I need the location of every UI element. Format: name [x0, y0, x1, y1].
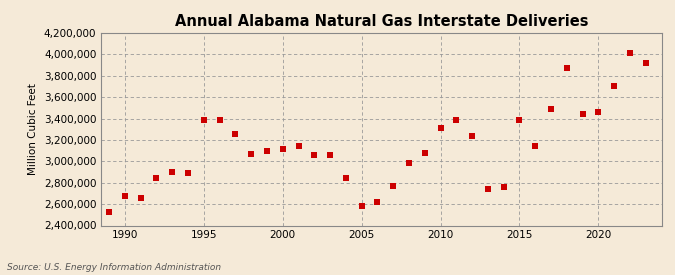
Text: Source: U.S. Energy Information Administration: Source: U.S. Energy Information Administ…: [7, 263, 221, 272]
Point: [609, 84, 620, 89]
Point: [119, 193, 130, 198]
Point: [404, 161, 414, 166]
Point: [593, 110, 603, 114]
Y-axis label: Million Cubic Feet: Million Cubic Feet: [28, 83, 38, 175]
Point: [293, 144, 304, 148]
Point: [545, 107, 556, 111]
Point: [214, 117, 225, 122]
Point: [641, 61, 651, 65]
Point: [435, 126, 446, 130]
Point: [483, 187, 493, 191]
Point: [530, 144, 541, 148]
Point: [277, 146, 288, 151]
Point: [325, 153, 335, 157]
Point: [151, 176, 162, 181]
Title: Annual Alabama Natural Gas Interstate Deliveries: Annual Alabama Natural Gas Interstate De…: [175, 14, 588, 29]
Point: [562, 66, 572, 70]
Point: [167, 170, 178, 174]
Point: [451, 117, 462, 122]
Point: [577, 112, 588, 117]
Point: [309, 153, 320, 157]
Point: [624, 51, 635, 56]
Point: [230, 131, 241, 136]
Point: [514, 117, 525, 122]
Point: [183, 171, 194, 175]
Point: [104, 209, 115, 214]
Point: [466, 133, 477, 138]
Point: [246, 152, 256, 156]
Point: [356, 204, 367, 208]
Point: [372, 200, 383, 204]
Point: [498, 185, 509, 189]
Point: [198, 117, 209, 122]
Point: [419, 151, 430, 155]
Point: [261, 148, 272, 153]
Point: [388, 184, 399, 188]
Point: [340, 176, 351, 181]
Point: [135, 196, 146, 200]
